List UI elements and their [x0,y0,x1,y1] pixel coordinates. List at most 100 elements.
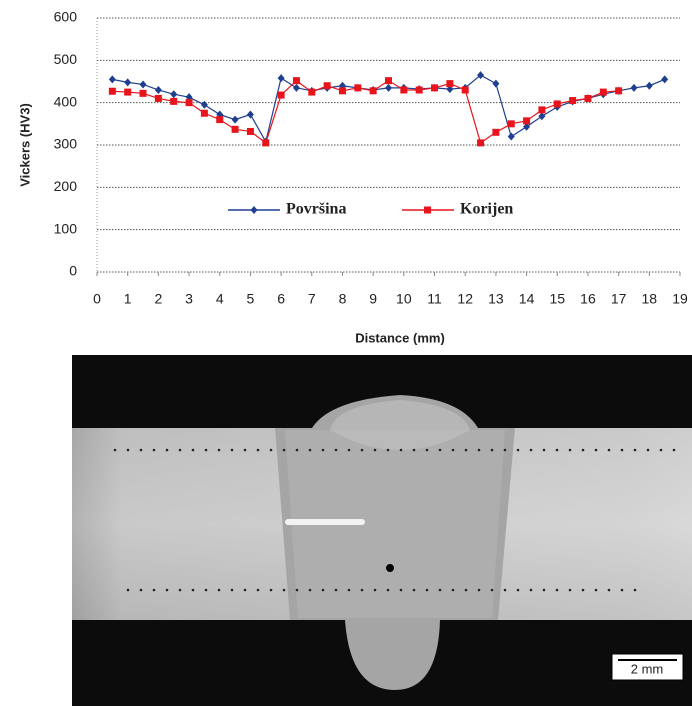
indent [503,448,507,452]
indent [308,448,312,452]
indent [321,448,325,452]
scale-bar-label: 2 mm [631,661,664,676]
marker [200,109,208,117]
indent [620,448,624,452]
indent [269,448,273,452]
marker [446,80,454,88]
indent [295,448,299,452]
indent [152,448,156,452]
y-tick-label: 600 [54,9,78,25]
indent [425,588,429,592]
x-tick-label: 16 [580,291,596,307]
marker [231,115,239,124]
marker [553,100,561,108]
x-tick-label: 2 [154,291,162,307]
indent [360,588,364,592]
marker [385,77,392,85]
x-tick-label: 6 [277,291,285,307]
x-axis-label: Distance (mm) [355,330,445,345]
marker [246,110,254,119]
x-tick-label: 12 [457,291,473,307]
indent [568,588,572,592]
indent [256,588,260,592]
indent [399,448,403,452]
indent [542,588,546,592]
indent [516,588,520,592]
indent [646,448,650,452]
indent [165,588,169,592]
legend-marker [250,206,258,214]
marker [385,83,392,92]
marker [246,127,254,135]
marker [185,99,193,107]
indent [555,588,559,592]
indent [594,588,598,592]
indent [412,448,416,452]
indent [230,448,234,452]
y-tick-label: 200 [54,178,78,194]
indent [243,448,247,452]
indent [581,448,585,452]
indent [542,448,546,452]
indent [659,448,663,452]
indent [438,448,442,452]
marker [645,81,653,90]
indent [620,588,624,592]
x-tick-label: 0 [93,291,101,307]
marker [415,86,423,94]
series-line [112,79,619,144]
scale-bar: 2 mm [611,653,684,681]
indent [451,588,455,592]
marker [170,97,178,105]
indent [165,448,169,452]
indent [126,588,130,592]
indent [282,588,286,592]
marker [400,86,408,94]
indent [412,588,416,592]
indent [282,448,286,452]
indent [334,448,338,452]
legend-label: Površina [286,201,346,218]
marker [216,116,224,124]
indent [464,448,468,452]
indent [204,448,208,452]
indent [178,588,182,592]
indent [386,448,390,452]
indent [373,448,377,452]
marker [492,128,500,136]
macrograph [72,355,692,706]
indent [490,448,494,452]
x-tick-label: 9 [369,291,377,307]
marker [124,78,132,87]
marker [108,75,116,84]
indent [243,588,247,592]
marker [108,87,116,95]
marker [170,90,178,99]
marker [538,106,546,114]
indent [490,588,494,592]
indent [308,588,312,592]
x-tick-label: 1 [124,291,132,307]
legend-label: Korijen [460,201,513,218]
indent [373,588,377,592]
marker [507,120,515,128]
marker [354,84,362,92]
x-tick-label: 4 [216,291,224,307]
indent [269,588,273,592]
indent [633,448,637,452]
x-tick-label: 5 [247,291,255,307]
indent [451,448,455,452]
marker [185,93,193,102]
marker [661,75,669,84]
marker [200,100,208,109]
indent [191,588,195,592]
marker [154,94,162,102]
indent [425,448,429,452]
marker [615,87,623,95]
indent [516,448,520,452]
indent [152,588,156,592]
marker [492,79,500,88]
x-tick-label: 14 [519,291,535,307]
marker [523,117,531,125]
